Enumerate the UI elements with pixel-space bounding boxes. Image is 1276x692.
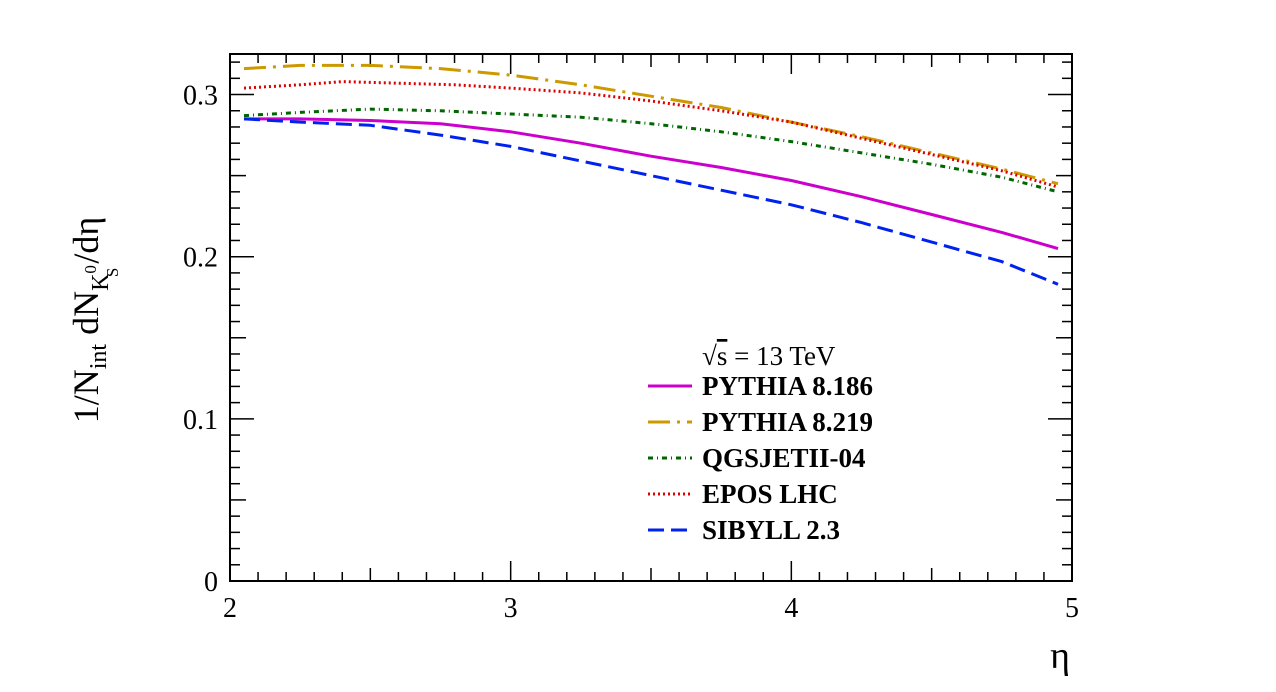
- y-tick-label: 0.3: [183, 81, 218, 112]
- legend-entries: PYTHIA 8.186 PYTHIA 8.219 QGSJETII-04 EPOS …: [648, 371, 873, 545]
- x-tick-label: 2: [223, 593, 237, 624]
- legend-label-1: PYTHIA 8.219: [702, 407, 873, 437]
- y-axis-label-middle: dN: [66, 291, 106, 344]
- legend-label-4: SIBYLL 2.3: [702, 515, 840, 545]
- axis-ticks: 2 3 4 5 0 0.1 0.2 0.3: [183, 54, 1079, 624]
- x-axis-label: η: [1050, 635, 1070, 677]
- y-tick-label: 0: [204, 567, 218, 598]
- legend-label-2: QGSJETII-04: [702, 443, 866, 473]
- y-axis-label-prefix-sub: int: [86, 344, 112, 370]
- series-layer: [243, 63, 1059, 286]
- y-axis-label-sub-sub: S: [103, 268, 122, 277]
- y-axis-label-sub-main: K: [88, 273, 114, 291]
- series-line-3: [243, 80, 1059, 189]
- series-line-4: [243, 117, 1059, 286]
- y-tick-label: 0.1: [183, 405, 218, 436]
- x-tick-label: 4: [784, 593, 798, 624]
- legend-header-radicand: s: [717, 341, 728, 371]
- y-axis-label-sub-sup: 0: [81, 265, 100, 274]
- series-line-1: [243, 63, 1059, 186]
- y-tick-label: 0.2: [183, 243, 218, 274]
- legend-label-0: PYTHIA 8.186: [702, 371, 873, 401]
- legend: √s = 13 TeV PYTHIA 8.186 PYTHIA 8.219 QGSJ…: [648, 341, 873, 545]
- legend-label-3: EPOS LHC: [702, 479, 838, 509]
- x-tick-label: 5: [1065, 593, 1079, 624]
- legend-header: √s = 13 TeV: [702, 341, 836, 371]
- series-line-2: [243, 107, 1059, 194]
- y-axis-label-suffix: /dη: [66, 217, 106, 264]
- series-line-0: [244, 117, 1059, 251]
- plot-area: 2 3 4 5 0 0.1 0.2 0.3: [183, 53, 1079, 624]
- y-axis-label: 1/Nint dNK0 S/dη: [66, 217, 122, 423]
- legend-header-root: √: [702, 341, 717, 371]
- legend-header-rest: = 13 TeV: [727, 341, 836, 371]
- y-axis-label-prefix: 1/N: [66, 369, 106, 423]
- plot-frame: [229, 53, 1073, 582]
- x-tick-label: 3: [504, 593, 518, 624]
